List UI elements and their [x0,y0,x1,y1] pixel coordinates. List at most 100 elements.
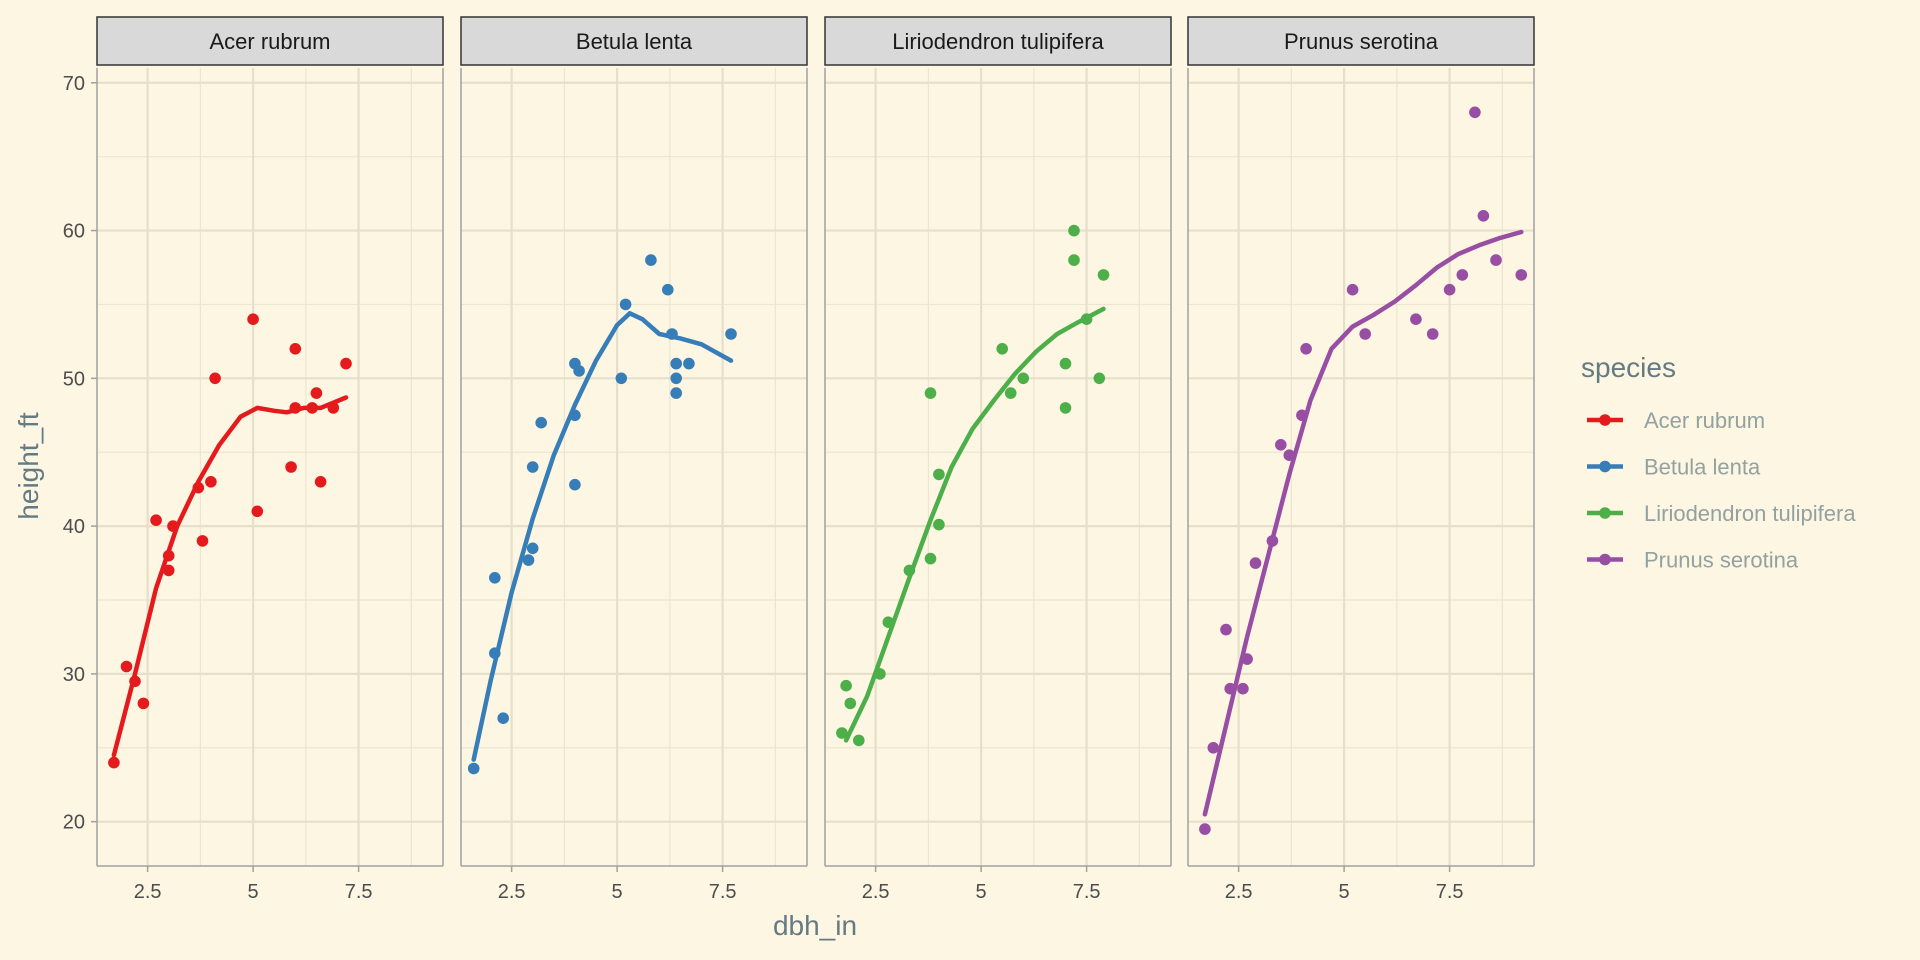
data-point [526,542,539,555]
data-points [1199,106,1528,835]
data-point [1469,106,1481,119]
x-tick-label: 2.5 [1225,881,1253,903]
data-point [314,476,327,488]
data-point [535,416,547,429]
legend-label: Prunus serotina [1644,548,1799,573]
data-point [670,387,682,399]
data-point [120,660,133,673]
smooth-line [471,311,734,762]
data-point [1237,682,1249,695]
data-point [1059,402,1072,414]
data-point [1080,313,1093,326]
data-point [327,402,340,414]
facet-panel-2: Betula lenta 2.5 5 7.5 [460,16,808,903]
data-point [1275,439,1287,451]
data-points [836,224,1110,747]
data-point [619,298,632,311]
data-point [1097,269,1110,281]
data-point [1241,653,1253,665]
data-point [1426,328,1439,340]
data-point [933,468,945,481]
legend-title: species [1581,352,1676,383]
data-point [840,679,852,692]
facet-strip-label: Acer rubrum [209,29,330,54]
data-point [836,727,848,739]
data-point [526,461,539,473]
data-point [340,357,352,370]
gridlines [461,68,807,866]
data-points [467,254,737,775]
facet-strip-label: Liriodendron tulipifera [892,29,1104,54]
data-point [573,365,585,377]
smooth-line [843,306,1106,743]
legend-key-point [1599,460,1611,473]
data-point [996,343,1008,355]
legend-key-point [1599,553,1611,566]
data-point [1207,742,1220,754]
facet-strip [1187,16,1535,66]
data-point [569,409,581,422]
data-point [1359,328,1371,340]
y-tick-label: 60 [63,221,85,243]
legend-item: Liriodendron tulipifera [1587,501,1856,526]
x-tick-label: 5 [1339,881,1350,903]
data-point [1093,372,1106,385]
facet-strip [824,16,1172,66]
data-point [497,712,510,724]
data-point [1456,269,1469,281]
data-point [1346,283,1359,296]
legend-label: Liriodendron tulipifera [1644,501,1856,526]
legend-key-point [1599,414,1611,426]
facet-strip [96,16,444,66]
data-point [137,697,150,710]
data-point [285,461,297,473]
data-point [467,762,480,775]
x-tick-label: 7.5 [1436,881,1464,903]
data-point [1199,823,1211,835]
data-point [167,520,179,532]
data-point [1443,283,1456,296]
data-point [192,481,205,494]
x-tick-label: 5 [976,881,987,903]
x-tick-label: 2.5 [498,881,526,903]
data-point [1017,372,1030,385]
legend: species Acer rubrum Betula lenta Liriodend… [1581,352,1856,573]
x-tick-label: 2.5 [134,881,162,903]
legend-item: Prunus serotina [1587,548,1799,573]
data-point [683,357,695,370]
data-point [903,564,916,577]
gridlines [825,68,1171,866]
data-point [310,387,323,399]
data-point [1004,387,1017,399]
data-point [844,697,857,710]
x-tick-label: 7.5 [345,881,373,903]
facet-panels: Acer rubrum 2.5 5 7.5 20 30 40 50 60 70 Betula len… [63,16,1535,903]
data-point [1296,409,1308,422]
data-point [853,734,865,747]
y-tick-label: 70 [63,73,85,95]
data-point [666,328,678,340]
data-point [1300,343,1312,355]
data-point [489,647,501,659]
data-point [129,675,141,688]
y-tick-label: 40 [63,516,85,538]
data-point [874,668,886,680]
facet-panel-3: Liriodendron tulipifera 2.5 5 7.5 [824,16,1172,903]
legend-key-point [1599,507,1611,519]
data-point [205,476,217,488]
data-point [1220,623,1232,636]
data-point [924,387,937,399]
facet-panel-1: Acer rubrum 2.5 5 7.5 20 30 40 50 60 70 [63,16,444,903]
facet-strip [460,16,808,66]
data-points [108,313,352,769]
data-point [1266,535,1279,547]
data-point [196,535,209,547]
y-tick-label: 20 [63,812,85,834]
data-point [162,549,175,562]
x-tick-label: 7.5 [709,881,737,903]
x-tick-label: 5 [248,881,259,903]
facet-panel-4: Prunus serotina 2.5 5 7.5 [1187,16,1535,903]
legend-item: Acer rubrum [1587,408,1765,433]
data-point [1249,557,1262,569]
